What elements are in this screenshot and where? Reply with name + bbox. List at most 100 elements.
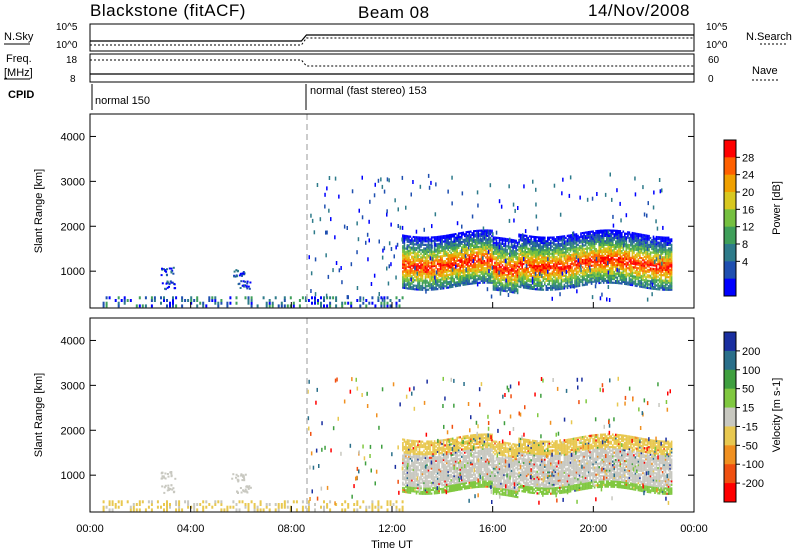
- range-gate-cell: [589, 265, 591, 270]
- range-gate-cell: [462, 262, 465, 265]
- range-gate-cell: [618, 246, 620, 249]
- range-gate-cell: [541, 238, 543, 241]
- range-gate-cell: [581, 255, 584, 258]
- range-gate-cell: [547, 286, 549, 290]
- range-gate-cell: [667, 259, 670, 263]
- range-gate-cell: [616, 260, 619, 263]
- range-gate-cell: [492, 286, 495, 289]
- range-gate-cell: [670, 247, 673, 250]
- range-gate-cell: [476, 265, 478, 268]
- range-gate-cell: [569, 264, 572, 267]
- range-gate-cell: [538, 288, 540, 291]
- range-gate-cell: [580, 280, 582, 283]
- range-gate-cell: [432, 268, 434, 271]
- range-gate-cell: [610, 245, 612, 248]
- range-gate-cell: [465, 276, 468, 279]
- range-gate-cell: [560, 239, 563, 242]
- range-gate-cell: [610, 276, 612, 279]
- range-gate-cell: [457, 263, 460, 266]
- range-gate-cell: [473, 276, 475, 279]
- range-gate-cell: [608, 258, 611, 261]
- range-gate-cell: [429, 279, 431, 282]
- range-gate-cell: [654, 248, 656, 251]
- range-gate-cell: [456, 283, 458, 286]
- range-gate-cell: [467, 247, 469, 250]
- range-gate-cell: [405, 274, 407, 277]
- range-gate-cell: [557, 245, 560, 248]
- range-gate-cell: [669, 238, 671, 241]
- range-gate-cell: [423, 243, 425, 246]
- range-gate-cell: [461, 262, 463, 265]
- range-gate-cell: [649, 258, 652, 261]
- range-gate-cell: [607, 249, 609, 252]
- range-gate-cell: [611, 197, 613, 202]
- nave-label: Nave: [752, 65, 778, 77]
- range-gate-cell: [554, 250, 557, 253]
- range-gate-cell: [509, 263, 511, 266]
- range-gate-cell: [627, 247, 629, 250]
- range-gate-cell: [615, 251, 617, 254]
- range-gate-cell: [646, 246, 649, 251]
- range-gate-cell: [643, 286, 646, 289]
- range-gate-cell: [445, 250, 448, 253]
- range-gate-cell: [615, 229, 617, 232]
- range-gate-cell: [448, 241, 451, 244]
- range-gate-cell: [666, 256, 668, 259]
- range-gate-cell: [485, 251, 487, 254]
- range-gate-cell: [482, 274, 484, 277]
- range-gate-cell: [510, 267, 513, 270]
- range-gate-cell: [424, 263, 427, 266]
- range-gate-cell: [474, 251, 477, 254]
- range-gate-cell: [631, 251, 634, 254]
- range-gate-cell: [569, 241, 572, 244]
- range-gate-cell: [235, 301, 238, 305]
- range-gate-cell: [634, 277, 637, 280]
- range-gate-cell: [412, 243, 415, 246]
- range-gate-cell: [408, 265, 410, 269]
- range-gate-cell: [538, 243, 540, 246]
- range-gate-cell: [544, 281, 546, 284]
- range-gate-cell: [445, 275, 448, 279]
- range-gate-cell: [628, 247, 631, 250]
- range-gate-cell: [551, 238, 554, 241]
- range-gate-cell: [450, 235, 452, 238]
- range-gate-cell: [495, 240, 498, 243]
- range-gate-cell: [480, 229, 483, 232]
- range-gate-cell: [664, 243, 667, 246]
- range-gate-cell: [651, 246, 653, 249]
- range-gate-cell: [618, 244, 620, 247]
- range-gate-cell: [559, 287, 561, 291]
- range-gate-cell: [566, 243, 569, 246]
- range-gate-cell: [663, 267, 665, 270]
- range-gate-cell: [545, 252, 548, 255]
- range-gate-cell: [471, 282, 474, 285]
- range-gate-cell: [501, 287, 504, 290]
- range-gate-cell: [516, 268, 519, 271]
- range-gate-cell: [610, 267, 612, 270]
- range-gate-cell: [341, 301, 344, 305]
- range-gate-cell: [402, 281, 404, 284]
- range-gate-cell: [599, 274, 602, 277]
- range-gate-cell: [482, 265, 484, 268]
- range-gate-cell: [503, 289, 505, 292]
- range-gate-cell: [430, 256, 433, 259]
- range-gate-cell: [533, 279, 535, 282]
- range-gate-cell: [457, 279, 460, 282]
- range-gate-cell: [658, 266, 661, 269]
- range-gate-cell: [634, 281, 637, 284]
- range-gate-cell: [639, 263, 641, 267]
- range-gate-cell: [454, 256, 457, 259]
- range-gate-cell: [580, 234, 582, 237]
- range-gate-cell: [633, 277, 635, 280]
- range-gate-cell: [430, 277, 433, 280]
- range-gate-cell: [495, 230, 498, 235]
- range-gate-cell: [669, 270, 671, 273]
- range-gate-cell: [479, 249, 481, 252]
- range-gate-cell: [572, 231, 575, 236]
- range-gate-cell: [664, 263, 667, 266]
- range-gate-cell: [504, 241, 507, 244]
- range-gate-cell: [418, 279, 421, 282]
- range-gate-cell: [527, 287, 529, 290]
- range-gate-cell: [395, 245, 397, 250]
- range-gate-cell: [504, 237, 507, 240]
